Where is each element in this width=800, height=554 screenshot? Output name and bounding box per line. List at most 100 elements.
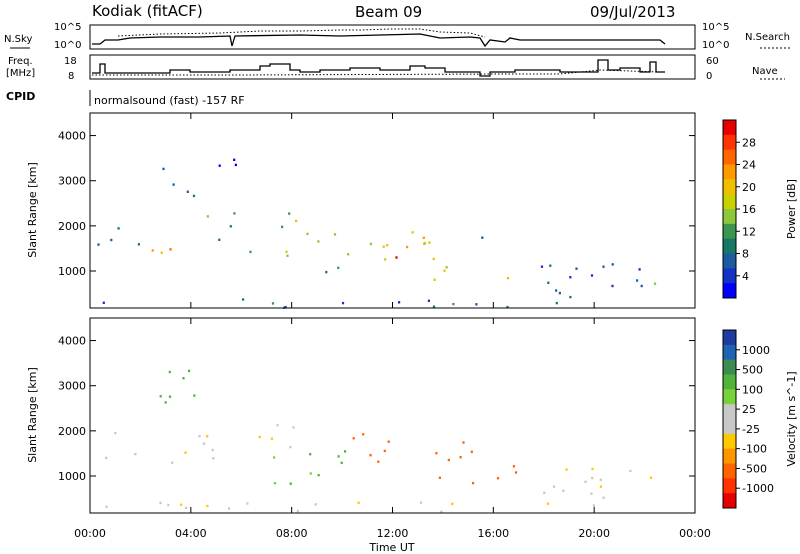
range-gate-cell — [387, 440, 390, 443]
velocity-colorbar: 1000 500 100 25 -25 -100 -500 -1000 Velocity [m… — [722, 329, 798, 509]
x-tick-label: 00:00 — [679, 527, 711, 540]
range-gate-cell — [168, 370, 171, 374]
velocity-colorbar-ticks: 1000 500 100 25 -25 -100 -500 -1000 — [736, 344, 774, 495]
range-gate-cell — [382, 245, 385, 248]
velocity-cells — [105, 369, 653, 513]
range-gate-cell — [295, 219, 298, 223]
range-gate-cell — [105, 505, 108, 508]
range-gate-cell — [512, 465, 515, 468]
colorbar-swatch — [723, 194, 736, 210]
range-gate-cell — [438, 476, 441, 479]
colorbar-swatch — [723, 238, 736, 254]
range-gate-cell — [114, 431, 117, 435]
range-gate-cell — [333, 233, 337, 236]
range-gate-cell — [611, 263, 614, 266]
nave-tick-bottom: 0 — [706, 71, 712, 82]
colorbar-tick-label: 28 — [742, 136, 756, 149]
range-gate-cell — [233, 158, 236, 161]
range-gate-cell — [160, 251, 163, 254]
range-gate-cell — [406, 245, 409, 249]
colorbar-swatch — [723, 419, 736, 435]
colorbar-swatch — [723, 374, 736, 390]
y-tick-label: 1000 — [58, 470, 86, 483]
colorbar-swatch — [723, 478, 736, 494]
colorbar-swatch — [723, 330, 736, 346]
nave-tick-top: 60 — [706, 56, 719, 67]
time-x-axis: 00:00 04:00 08:00 12:00 16:00 20:00 00:00 — [74, 113, 711, 540]
colorbar-tick-label: -25 — [742, 423, 760, 436]
range-gate-cell — [592, 504, 595, 507]
colorbar-swatch — [723, 344, 736, 361]
range-gate-cell — [357, 501, 360, 504]
y-tick-label: 1000 — [58, 265, 86, 278]
colorbar-tick-label: -100 — [742, 443, 767, 456]
range-gate-cell — [151, 249, 154, 252]
beam-title: Beam 09 — [355, 3, 422, 21]
range-gate-cell — [599, 485, 602, 488]
colorbar-tick-label: -1000 — [742, 482, 774, 495]
cpid-text: normalsound (fast) -157 RF — [94, 94, 245, 107]
range-gate-cell — [273, 456, 276, 459]
range-gate-cell — [182, 377, 185, 380]
range-gate-cell — [602, 265, 605, 268]
range-gate-cell — [202, 442, 205, 445]
range-gate-cell — [164, 401, 167, 404]
colorbar-tick-label: 16 — [742, 203, 756, 216]
range-gate-cell — [427, 299, 430, 302]
nsky-label: N.Sky — [4, 34, 32, 45]
range-gate-cell — [481, 236, 484, 239]
range-gate-cell — [309, 453, 312, 456]
range-gate-cell — [218, 238, 221, 241]
colorbar-swatch — [723, 493, 736, 509]
range-gate-cell — [435, 452, 438, 455]
y-tick-label: 2000 — [58, 220, 86, 233]
range-gate-cell — [344, 450, 347, 453]
colorbar-tick-label: 4 — [742, 270, 749, 283]
colorbar-swatch — [723, 134, 736, 151]
range-gate-cell — [395, 256, 398, 259]
range-gate-cell — [423, 241, 427, 245]
range-gate-cell — [168, 395, 172, 398]
colorbar-tick-label: 100 — [742, 383, 763, 396]
range-gate-cell — [432, 257, 435, 261]
range-gate-cell — [386, 244, 389, 247]
range-gate-cell — [180, 503, 183, 506]
colorbar-swatch — [723, 463, 736, 479]
range-gate-cell — [288, 212, 291, 215]
power-y-label: Slant Range [km] — [26, 162, 39, 258]
range-gate-cell — [433, 278, 436, 281]
velocity-colorbar-label: Velocity [m s^-1] — [785, 371, 798, 466]
colorbar-swatch — [723, 404, 736, 420]
range-gate-cell — [549, 264, 552, 267]
range-gate-cell — [462, 441, 465, 444]
x-tick-label: 12:00 — [377, 527, 409, 540]
cpid-label: CPID — [6, 90, 35, 103]
power-colorbar-ticks: 28 24 20 16 12 8 4 — [736, 136, 756, 283]
range-gate-cell — [229, 225, 232, 228]
colorbar-swatch — [723, 120, 736, 136]
range-gate-cell — [206, 435, 209, 438]
range-gate-cell — [185, 506, 188, 510]
colorbar-swatch — [723, 179, 736, 195]
range-gate-cell — [340, 461, 343, 465]
range-gate-cell — [218, 164, 221, 167]
range-gate-cell — [451, 502, 454, 506]
range-gate-cell — [234, 163, 237, 167]
range-gate-cell — [650, 476, 653, 479]
range-gate-cell — [337, 266, 340, 269]
nsearch-trace — [117, 28, 486, 38]
power-cells — [97, 158, 657, 309]
nsearch-label: N.Search — [745, 32, 790, 43]
range-gate-cell — [188, 369, 191, 373]
range-gate-cell — [506, 277, 510, 280]
range-gate-cell — [171, 461, 174, 464]
velocity-panel: 1000 2000 3000 4000 Slant Range [km] — [26, 317, 696, 514]
velocity-colorbar-swatches — [723, 330, 736, 509]
range-gate-cell — [590, 274, 594, 277]
range-gate-cell — [162, 167, 165, 171]
range-gate-cell — [636, 279, 639, 282]
range-gate-cell — [452, 302, 455, 306]
range-gate-cell — [292, 426, 295, 429]
range-gate-cell — [347, 253, 350, 256]
range-gate-cell — [506, 305, 509, 309]
